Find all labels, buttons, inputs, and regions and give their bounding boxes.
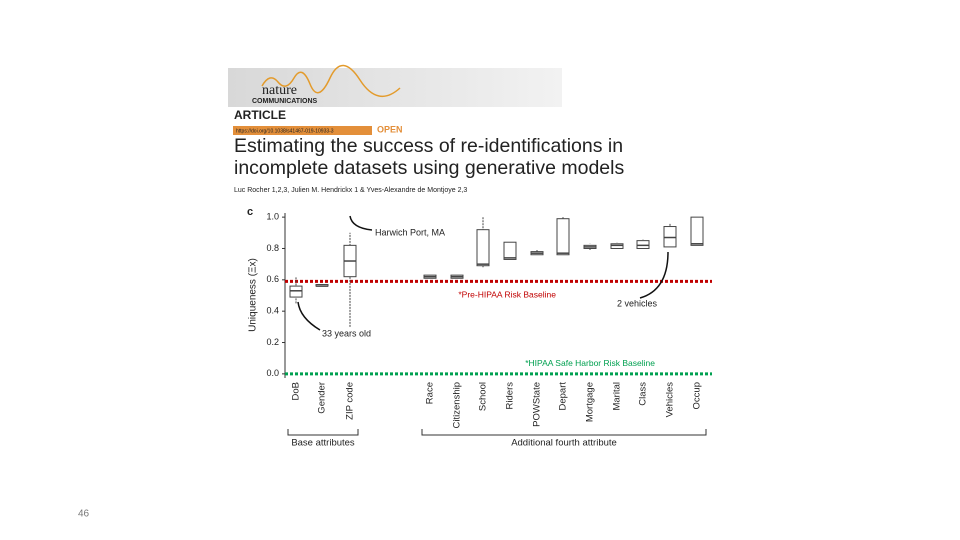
x-tick-label: Citizenship xyxy=(452,382,463,428)
box xyxy=(690,216,704,246)
box xyxy=(556,218,570,256)
group-label: Base attributes xyxy=(291,438,355,449)
paper-title: Estimating the success of re-identificat… xyxy=(234,135,623,157)
x-tick-label: Class xyxy=(638,382,649,406)
slide-number: 46 xyxy=(78,509,90,520)
authors: Luc Rocher 1,2,3, Julien M. Hendrickx 1 … xyxy=(234,187,467,194)
journal-sub: COMMUNICATIONS xyxy=(252,98,318,105)
logo-swirl xyxy=(261,64,401,97)
open-access: OPEN xyxy=(377,124,403,134)
x-tick-label: Depart xyxy=(558,382,569,411)
box xyxy=(476,229,490,267)
group-bracket xyxy=(287,429,359,436)
y-tick-label: 0.6 xyxy=(266,274,279,284)
journal-name: nature xyxy=(262,83,297,98)
annotation-arrow xyxy=(349,215,373,231)
group-bracket xyxy=(421,429,707,436)
y-tick-label: 0.4 xyxy=(266,306,279,316)
box xyxy=(610,243,624,249)
x-tick-label: Riders xyxy=(505,382,516,410)
reference-label: *HIPAA Safe Harbor Risk Baseline xyxy=(525,358,655,368)
x-tick-label: Gender xyxy=(317,382,328,414)
y-tick-label: 0.2 xyxy=(266,337,279,347)
x-tick-label: Mortgage xyxy=(585,382,596,422)
box xyxy=(503,241,517,260)
doi: https://doi.org/10.1038/s41467-019-10933… xyxy=(236,128,334,134)
x-tick-label: POWState xyxy=(532,382,543,427)
annotation: 33 years old xyxy=(322,328,371,338)
box xyxy=(663,226,677,248)
x-tick-label: Vehicles xyxy=(665,382,676,418)
y-tick-label: 0.8 xyxy=(266,243,279,253)
x-tick-label: Occup xyxy=(692,382,703,409)
paper-title: incomplete datasets using generative mod… xyxy=(234,157,624,179)
annotation: Harwich Port, MA xyxy=(375,227,445,237)
y-axis-title: Uniqueness (Ξx) xyxy=(248,258,259,332)
panel-label: c xyxy=(247,206,253,218)
x-tick-label: ZIP code xyxy=(345,382,356,420)
section-label: ARTICLE xyxy=(234,108,286,122)
y-tick-label: 0.0 xyxy=(266,368,279,378)
y-tick-label: 1.0 xyxy=(266,212,279,222)
box xyxy=(289,285,303,298)
group-label: Additional fourth attribute xyxy=(511,438,617,449)
x-tick-label: Marital xyxy=(612,382,623,411)
annotation: 2 vehicles xyxy=(617,298,658,308)
x-tick-label: School xyxy=(478,382,489,411)
box xyxy=(636,240,650,249)
x-tick-label: DoB xyxy=(291,382,302,400)
journal-banner xyxy=(228,68,562,107)
reference-label: *Pre-HIPAA Risk Baseline xyxy=(458,290,556,300)
annotation-arrow xyxy=(297,301,321,331)
doi-box xyxy=(233,126,372,135)
annotation-arrow xyxy=(639,251,669,299)
x-tick-label: Race xyxy=(425,382,436,404)
